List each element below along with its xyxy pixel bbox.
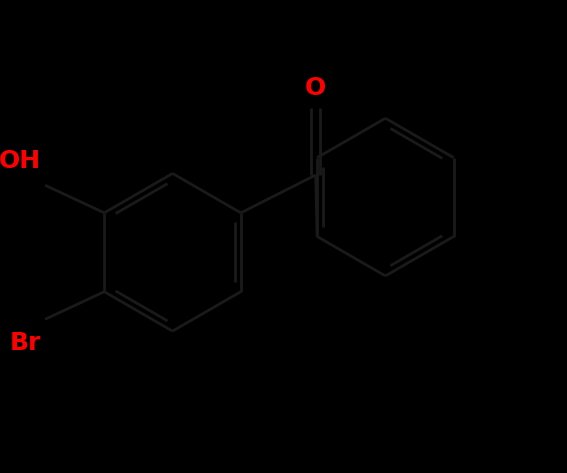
Text: O: O <box>305 76 327 100</box>
Text: Br: Br <box>10 331 41 355</box>
Text: OH: OH <box>0 149 41 174</box>
